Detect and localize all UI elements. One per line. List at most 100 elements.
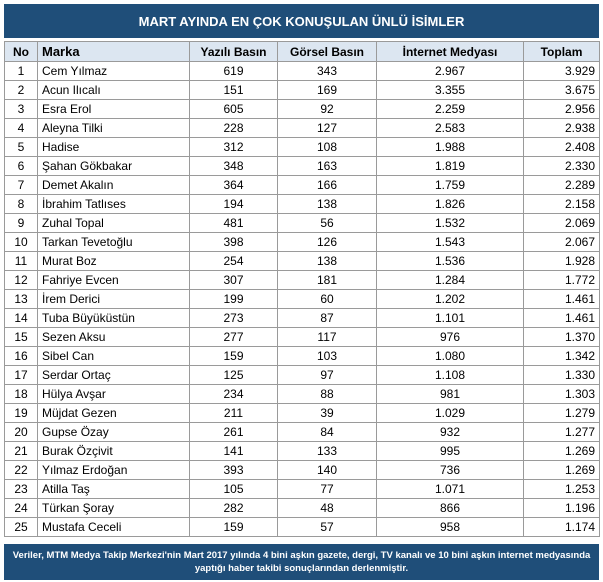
table-cell: 1.080 [376, 346, 524, 366]
table-row: 7 Demet Akalın 364 166 1.759 2.289 [4, 175, 600, 195]
table-cell: 254 [189, 251, 278, 271]
table-cell: 364 [189, 175, 278, 195]
table: No Marka Yazılı Basın Görsel Basın İnternet … [4, 41, 600, 537]
table-cell: 141 [189, 441, 278, 461]
table-cell: Demet Akalın [37, 175, 190, 195]
table-row: 12 Fahriye Evcen 307 181 1.284 1.772 [4, 270, 600, 290]
table-row: 8 İbrahim Tatlıses 194 138 1.826 2.158 [4, 194, 600, 214]
table-cell: 87 [277, 308, 377, 328]
table-cell: 7 [4, 175, 38, 195]
table-cell: Burak Özçivit [37, 441, 190, 461]
table-cell: 84 [277, 422, 377, 442]
table-cell: 140 [277, 460, 377, 480]
table-cell: 24 [4, 498, 38, 518]
table-cell: 6 [4, 156, 38, 176]
table-cell: 398 [189, 232, 278, 252]
table-cell: 481 [189, 213, 278, 233]
table-cell: 619 [189, 61, 278, 81]
table-cell: 2.289 [523, 175, 600, 195]
table-cell: 105 [189, 479, 278, 499]
footer-line: Veriler, MTM Medya Takip Merkezi'nin Mar… [12, 550, 591, 561]
table-cell: 1.277 [523, 422, 600, 442]
table-cell: 77 [277, 479, 377, 499]
table-cell: 138 [277, 194, 377, 214]
table-cell: 605 [189, 99, 278, 119]
table-cell: Yılmaz Erdoğan [37, 460, 190, 480]
footer: Veriler, MTM Medya Takip Merkezi'nin Mar… [4, 544, 599, 580]
table-cell: 39 [277, 403, 377, 423]
table-cell: 1.928 [523, 251, 600, 271]
table-row: 16 Sibel Can 159 103 1.080 1.342 [4, 346, 600, 366]
table-cell: Zuhal Topal [37, 213, 190, 233]
table-cell: 1.202 [376, 289, 524, 309]
table-cell: 15 [4, 327, 38, 347]
table-cell: 307 [189, 270, 278, 290]
table-row: 3 Esra Erol 605 92 2.259 2.956 [4, 99, 600, 119]
column-header: Görsel Basın [277, 41, 377, 62]
table-cell: 11 [4, 251, 38, 271]
table-cell: 18 [4, 384, 38, 404]
table-cell: 10 [4, 232, 38, 252]
table-row: 13 İrem Derici 199 60 1.202 1.461 [4, 289, 600, 309]
table-cell: 2.583 [376, 118, 524, 138]
table-cell: 866 [376, 498, 524, 518]
table-cell: 25 [4, 517, 38, 537]
table-cell: 1.330 [523, 365, 600, 385]
table-cell: 151 [189, 80, 278, 100]
table-row: 9 Zuhal Topal 481 56 1.532 2.069 [4, 213, 600, 233]
table-cell: 2.956 [523, 99, 600, 119]
table-cell: 199 [189, 289, 278, 309]
table-cell: 1.174 [523, 517, 600, 537]
table-cell: 125 [189, 365, 278, 385]
table-cell: 2.069 [523, 213, 600, 233]
table-cell: 8 [4, 194, 38, 214]
table-cell: 21 [4, 441, 38, 461]
table-cell: 138 [277, 251, 377, 271]
table-row: 22 Yılmaz Erdoğan 393 140 736 1.269 [4, 460, 600, 480]
table-cell: 261 [189, 422, 278, 442]
table-cell: Sibel Can [37, 346, 190, 366]
table-cell: 273 [189, 308, 278, 328]
table-cell: 194 [189, 194, 278, 214]
table-cell: Murat Boz [37, 251, 190, 271]
table-cell: Tarkan Tevetoğlu [37, 232, 190, 252]
table-row: 14 Tuba Büyüküstün 273 87 1.101 1.461 [4, 308, 600, 328]
table-cell: 3 [4, 99, 38, 119]
column-header: Marka [37, 41, 190, 62]
table-cell: 3.675 [523, 80, 600, 100]
table-row: 2 Acun Ilıcalı 151 169 3.355 3.675 [4, 80, 600, 100]
table-cell: 12 [4, 270, 38, 290]
table-cell: 23 [4, 479, 38, 499]
table-row: 15 Sezen Aksu 277 117 976 1.370 [4, 327, 600, 347]
table-cell: 1.303 [523, 384, 600, 404]
table-cell: Hadise [37, 137, 190, 157]
table-cell: 60 [277, 289, 377, 309]
table-body: 1 Cem Yılmaz 619 343 2.967 3.929 2 Acun Ilıcalı… [4, 61, 600, 537]
table-cell: 976 [376, 327, 524, 347]
table-row: 21 Burak Özçivit 141 133 995 1.269 [4, 441, 600, 461]
table-row: 20 Gupse Özay 261 84 932 1.277 [4, 422, 600, 442]
table-cell: 1.101 [376, 308, 524, 328]
table-cell: 348 [189, 156, 278, 176]
table-cell: 958 [376, 517, 524, 537]
table-cell: Cem Yılmaz [37, 61, 190, 81]
table-row: 19 Müjdat Gezen 211 39 1.029 1.279 [4, 403, 600, 423]
table-cell: 1.108 [376, 365, 524, 385]
table-cell: Hülya Avşar [37, 384, 190, 404]
title: MART AYINDA EN ÇOK KONUŞULAN ÜNLÜ İSİMLE… [4, 4, 599, 38]
table-cell: Gupse Özay [37, 422, 190, 442]
table-cell: Şahan Gökbakar [37, 156, 190, 176]
table-cell: 2.938 [523, 118, 600, 138]
table-cell: 9 [4, 213, 38, 233]
table-cell: Aleyna Tilki [37, 118, 190, 138]
table-row: 23 Atilla Taş 105 77 1.071 1.253 [4, 479, 600, 499]
table-cell: 1.196 [523, 498, 600, 518]
table-cell: 1.461 [523, 289, 600, 309]
table-row: 18 Hülya Avşar 234 88 981 1.303 [4, 384, 600, 404]
table-cell: 1.461 [523, 308, 600, 328]
table-cell: 1.536 [376, 251, 524, 271]
table-cell: 1.279 [523, 403, 600, 423]
table-cell: 48 [277, 498, 377, 518]
table-cell: 17 [4, 365, 38, 385]
table-cell: 92 [277, 99, 377, 119]
